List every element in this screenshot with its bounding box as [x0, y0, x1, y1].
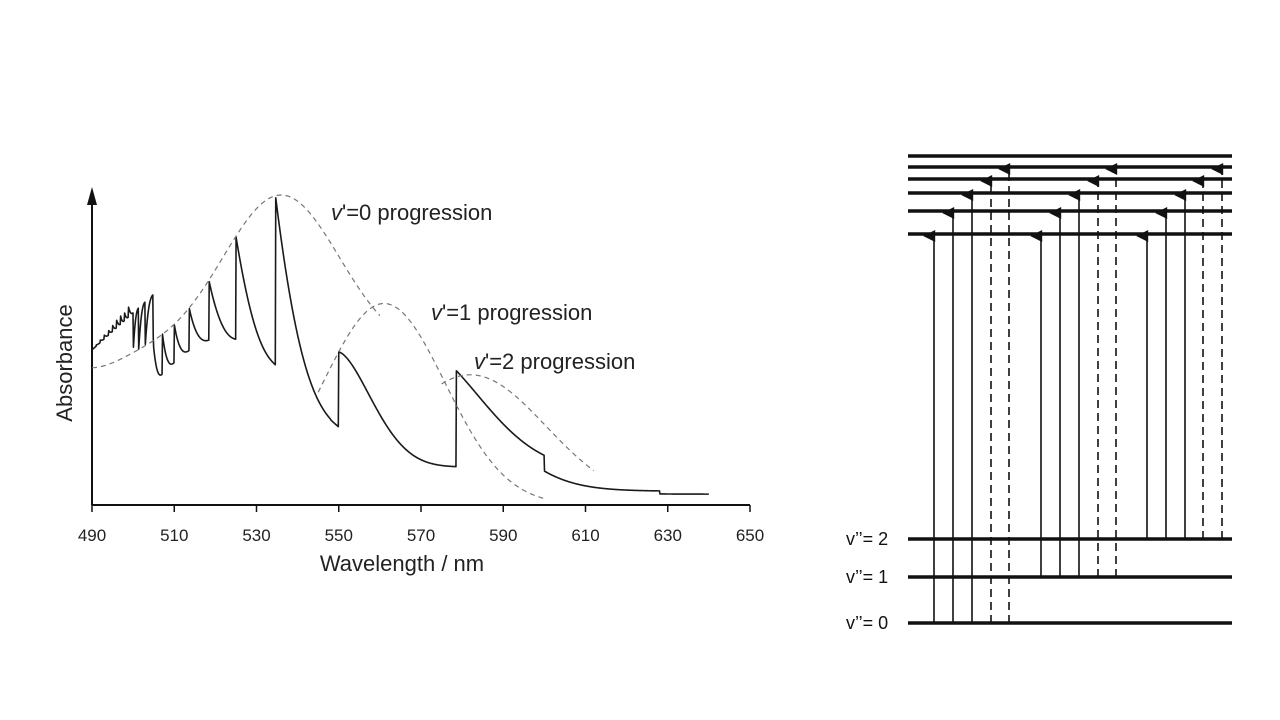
transitions-from-v2 — [1136, 163, 1224, 539]
envelope-v1-line — [317, 302, 545, 500]
envelope-v2-line — [441, 374, 595, 472]
spectrum-chart: 490 510 530 550 570 590 610 630 650 Wavelength /… — [52, 187, 764, 576]
annotation-v0-progression: v'=0 progression — [331, 200, 492, 225]
x-tick-label: 530 — [242, 526, 270, 545]
y-axis-label: Absorbance — [52, 304, 77, 421]
x-ticks: 490 510 530 550 570 590 610 630 650 — [78, 505, 764, 545]
excited-levels — [908, 154, 1232, 236]
energy-level-diagram: v’’= 2 v’’= 1 v’’= 0 — [846, 154, 1232, 633]
x-tick-label: 490 — [78, 526, 106, 545]
annotation-v1-progression: v'=1 progression — [431, 300, 592, 325]
ground-levels — [908, 537, 1232, 625]
x-axis-label: Wavelength / nm — [320, 551, 484, 576]
ground-level-v1-label: v’’= 1 — [846, 567, 888, 587]
x-tick-label: 550 — [325, 526, 353, 545]
x-tick-label: 570 — [407, 526, 435, 545]
y-axis-arrow-icon — [87, 187, 97, 205]
transitions-from-v1 — [1030, 163, 1118, 577]
spectrum-line — [91, 197, 710, 495]
transitions-from-v0 — [923, 163, 1011, 623]
envelope-v0-line — [91, 194, 381, 369]
x-tick-label: 650 — [736, 526, 764, 545]
x-tick-label: 510 — [160, 526, 188, 545]
ground-level-v0-label: v’’= 0 — [846, 613, 888, 633]
x-tick-label: 610 — [571, 526, 599, 545]
annotation-v2-progression: v'=2 progression — [474, 349, 635, 374]
x-tick-label: 630 — [654, 526, 682, 545]
ground-level-v2-label: v’’= 2 — [846, 529, 888, 549]
x-tick-label: 590 — [489, 526, 517, 545]
